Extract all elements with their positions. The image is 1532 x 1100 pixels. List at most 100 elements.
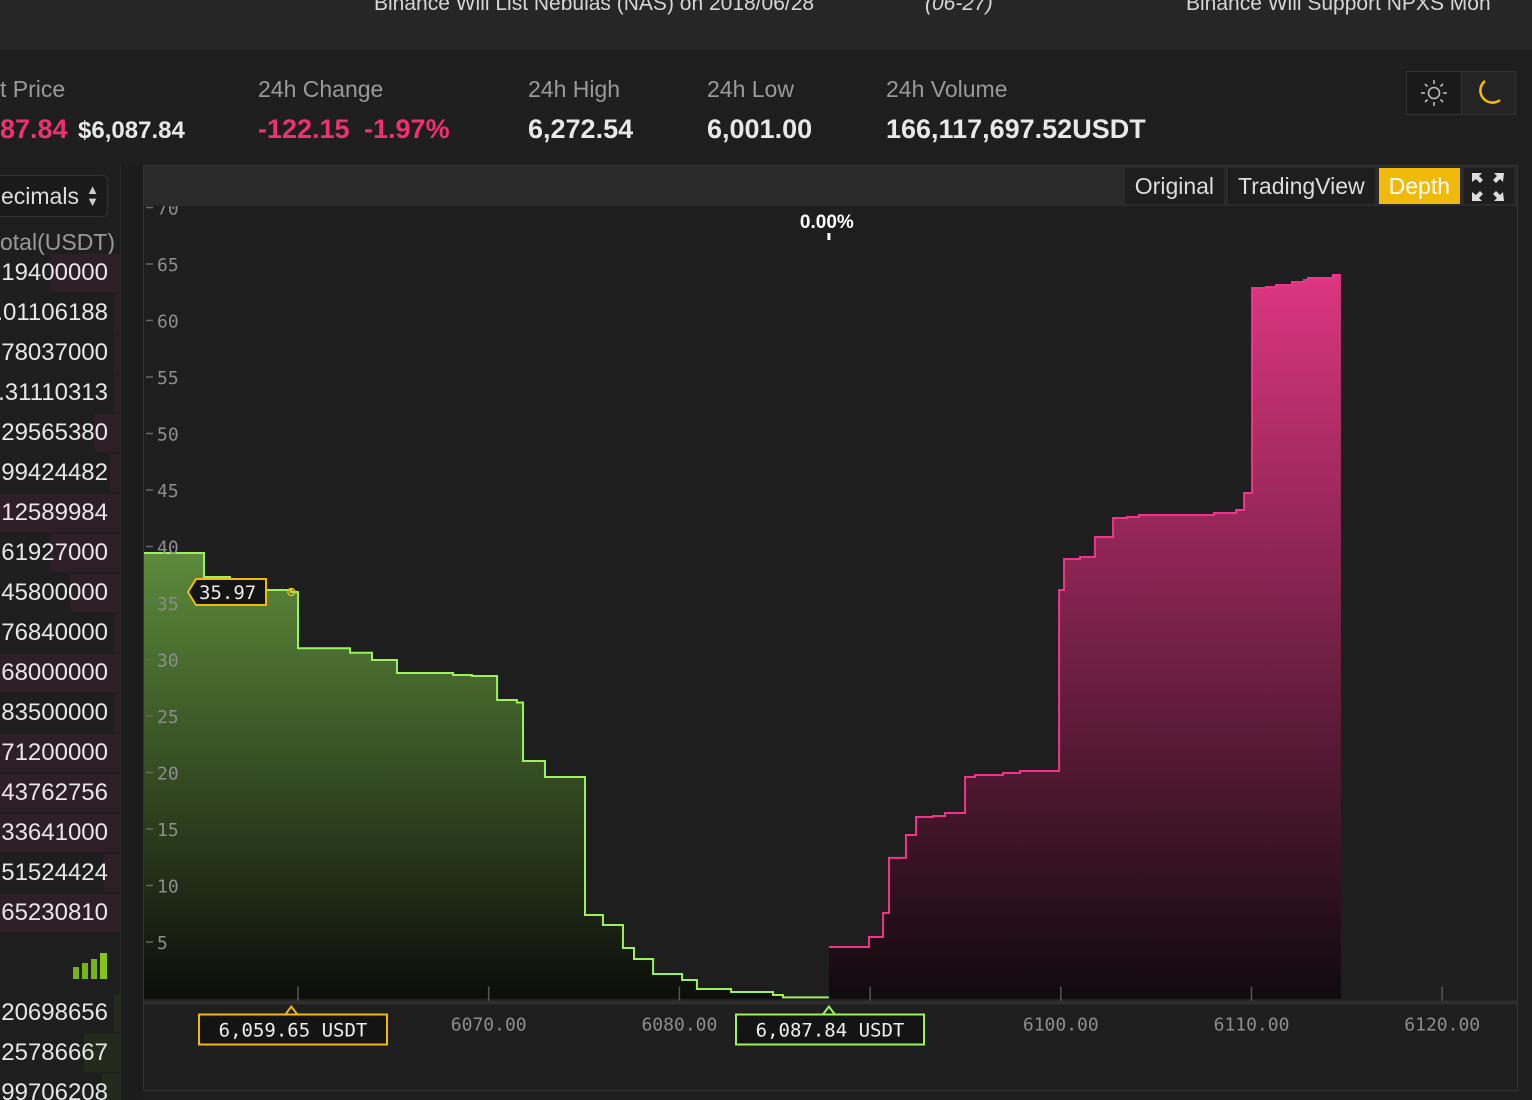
depth-bar <box>114 614 120 652</box>
bid-area <box>144 553 829 999</box>
last-price-box <box>735 1013 925 1046</box>
y-tick-label: 60 <box>157 312 179 333</box>
y-tick-label: 10 <box>157 877 179 898</box>
y-tick-label: 45 <box>157 481 179 502</box>
hover-price-pointer <box>284 1004 299 1016</box>
depth-bar <box>0 774 120 812</box>
dark-theme-button[interactable] <box>1460 72 1515 114</box>
theme-toggle <box>1406 71 1516 115</box>
news-item[interactable]: Binance Will Support NPXS Mon <box>1186 0 1491 15</box>
y-tick-label: 20 <box>157 764 179 785</box>
depth-bar <box>50 254 120 292</box>
row-total: .31110313 <box>0 379 108 406</box>
depth-bar <box>114 994 120 1032</box>
news-item[interactable]: Binance Will List Nebulas (NAS) on 2018/… <box>374 0 815 15</box>
mid-marker <box>827 233 831 240</box>
depth-chart-panel: 5 10 15 20 25 30 35 40 45 50 55 60 65 70 6070.00 6080.0… <box>143 165 1518 1091</box>
depth-bar <box>114 334 120 372</box>
bids-row[interactable]: 99706208 <box>0 1074 120 1100</box>
asks-row[interactable]: 45800000 <box>0 574 120 612</box>
row-total: 12589984 <box>1 499 108 526</box>
tab-original[interactable]: Original <box>1124 168 1225 204</box>
bids-row[interactable]: 25786667 <box>0 1034 120 1072</box>
depth-bar <box>50 534 120 572</box>
depth-bar <box>114 374 120 412</box>
row-total: 20698656 <box>1 999 108 1026</box>
tab-tradingview[interactable]: TradingView <box>1228 168 1375 204</box>
row-total: 78037000 <box>1 339 108 366</box>
row-total: 45800000 <box>1 579 108 606</box>
row-total: 99706208 <box>1 1079 108 1100</box>
y-tick-label: 65 <box>157 255 179 276</box>
row-total: 43762756 <box>1 779 108 806</box>
low-stat: 24h Low 6,001.00 <box>707 76 812 145</box>
change-stat: 24h Change -122.15 -1.97% <box>258 76 450 145</box>
change-value: -122.15 <box>258 114 350 144</box>
light-theme-button[interactable] <box>1407 72 1461 114</box>
last-price-pointer <box>822 1004 836 1016</box>
asks-row[interactable]: 51524424 <box>0 854 120 892</box>
mid-percent-label: 0.00% <box>800 212 854 233</box>
last-price-value: 87.84 <box>0 114 68 144</box>
change-label: 24h Change <box>258 76 384 102</box>
y-tick-label: 25 <box>157 707 179 728</box>
bids-row[interactable]: 20698656 <box>0 994 120 1032</box>
asks-row[interactable]: 78037000 <box>0 334 120 372</box>
depth-bar <box>110 454 120 492</box>
depth-bar <box>104 854 120 892</box>
asks-row[interactable]: 61927000 <box>0 534 120 572</box>
row-total: 29565380 <box>1 419 108 446</box>
row-total: 25786667 <box>1 1039 108 1066</box>
asks-row[interactable]: 83500000 <box>0 694 120 732</box>
depth-bar <box>0 494 120 532</box>
expand-icon <box>1472 173 1504 201</box>
row-total: 83500000 <box>1 699 108 726</box>
sun-icon <box>1420 80 1447 106</box>
last-price-label: t Price <box>0 76 66 102</box>
asks-row[interactable]: 76840000 <box>0 614 120 652</box>
low-label: 24h Low <box>707 76 794 102</box>
last-price: t Price 87.84 $6,087.84 <box>0 76 185 145</box>
asks-row[interactable]: 71200000 <box>0 734 120 772</box>
y-tick-label: 15 <box>157 820 179 841</box>
x-tick-label: 6100.00 <box>1023 1015 1099 1036</box>
asks-row[interactable]: 65230810 <box>0 894 120 932</box>
volume-value: 166,117,697.52USDT <box>886 114 1146 144</box>
asks-row[interactable]: .01106188 <box>0 294 120 332</box>
x-tick-label: 6110.00 <box>1214 1015 1290 1036</box>
asks-row[interactable]: 43762756 <box>0 774 120 812</box>
signal-bars-icon <box>73 951 111 979</box>
ask-area <box>828 274 1341 999</box>
y-tick-label: 30 <box>157 651 179 672</box>
asks-row[interactable]: 99424482 <box>0 454 120 492</box>
bid-line <box>144 552 829 999</box>
moon-icon <box>1479 79 1502 104</box>
chart-toolbar: Original TradingView Depth <box>144 166 1517 206</box>
asks-row[interactable]: 68000000 <box>0 654 120 692</box>
x-tick-label: 6080.00 <box>641 1015 717 1036</box>
high-stat: 24h High 6,272.54 <box>528 76 633 145</box>
tab-depth[interactable]: Depth <box>1378 168 1460 204</box>
decimals-select[interactable]: ecimals ▲ ▼ <box>0 175 108 217</box>
row-total: 76840000 <box>1 619 108 646</box>
total-column-header: otal(USDT) <box>0 229 116 255</box>
asks-row[interactable]: .31110313 <box>0 374 120 412</box>
fullscreen-button[interactable] <box>1464 168 1514 204</box>
asks-row[interactable]: 29565380 <box>0 414 120 452</box>
depth-bar <box>93 414 120 452</box>
hover-price-box <box>198 1013 388 1046</box>
asks-row[interactable]: 12589984 <box>0 494 120 532</box>
depth-bar <box>0 814 120 852</box>
last-price-usd: $6,087.84 <box>78 117 185 144</box>
depth-bar <box>114 694 120 732</box>
hover-price-value: 6,059.65 USDT <box>219 1020 368 1042</box>
depth-bar <box>84 1034 120 1072</box>
depth-bar <box>114 294 120 332</box>
y-tick-label: 5 <box>157 933 168 954</box>
y-tick-label: 35 <box>157 594 179 615</box>
asks-row[interactable]: 33641000 <box>0 814 120 852</box>
x-tick-label: 6120.00 <box>1404 1015 1480 1036</box>
asks-row[interactable]: 19400000 <box>0 254 120 292</box>
low-value: 6,001.00 <box>707 114 813 144</box>
